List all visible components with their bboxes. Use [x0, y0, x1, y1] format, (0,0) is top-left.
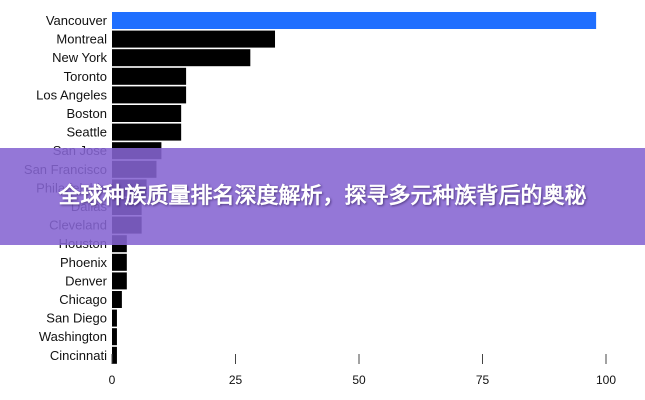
x-tick-label: 0 — [109, 373, 116, 387]
category-label: Boston — [67, 106, 107, 121]
bar-montreal — [112, 30, 276, 48]
bar-toronto — [112, 67, 187, 85]
bar-san-diego — [112, 309, 117, 327]
x-tick-label: 25 — [229, 373, 243, 387]
bar-new-york — [112, 49, 251, 67]
category-label: San Diego — [46, 311, 107, 326]
x-tick-label: 100 — [596, 373, 616, 387]
category-label: Vancouver — [46, 13, 108, 28]
bar-boston — [112, 105, 182, 122]
bar-denver — [112, 272, 127, 290]
bar-los-angeles — [112, 86, 187, 104]
bar-vancouver — [112, 12, 597, 29]
category-label: New York — [52, 50, 107, 65]
x-tick-label: 50 — [352, 373, 366, 387]
bar-phoenix — [112, 253, 127, 271]
bar-washington — [112, 328, 117, 346]
title-banner: 全球种族质量排名深度解析，探寻多元种族背后的奥秘 — [0, 148, 645, 245]
category-label: Los Angeles — [36, 87, 107, 102]
bar-seattle — [112, 123, 182, 141]
x-tick-label: 75 — [476, 373, 490, 387]
category-label: Montreal — [56, 32, 107, 47]
category-label: Toronto — [64, 69, 107, 84]
category-label: Seattle — [67, 125, 107, 140]
category-label: Chicago — [59, 292, 107, 307]
category-label: Denver — [65, 273, 108, 288]
category-label: Washington — [39, 329, 107, 344]
bar-cincinnati — [112, 346, 117, 364]
category-label: Cincinnati — [50, 348, 107, 363]
bar-chicago — [112, 291, 122, 308]
banner-title: 全球种族质量排名深度解析，探寻多元种族背后的奥秘 — [58, 183, 587, 209]
category-label: Phoenix — [60, 255, 107, 270]
